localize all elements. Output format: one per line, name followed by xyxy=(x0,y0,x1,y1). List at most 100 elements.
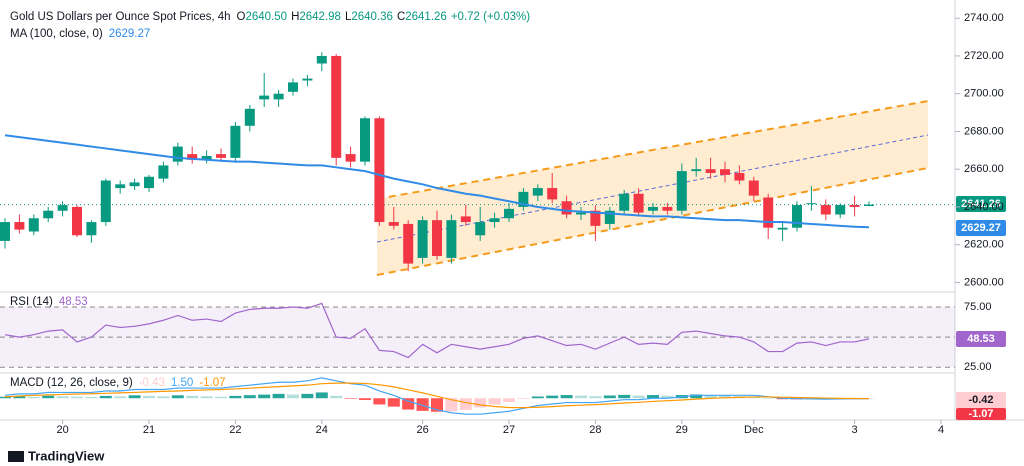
macd-hv: 1.50 xyxy=(171,377,193,389)
candle-body xyxy=(633,193,644,213)
macd-hv: -1.07 xyxy=(199,377,225,389)
candle-body xyxy=(734,172,745,181)
rsi-label: 48.53 xyxy=(967,333,995,345)
candle-body xyxy=(345,154,356,162)
macd-hist xyxy=(704,395,717,399)
x-tick-label: 21 xyxy=(143,424,155,436)
candle-body xyxy=(100,180,111,223)
ma-name: MA (100, close, 0) xyxy=(10,28,103,40)
candle-body xyxy=(273,93,284,100)
x-tick-label: 29 xyxy=(676,424,688,436)
candle-body xyxy=(475,222,486,236)
candle-body xyxy=(331,55,342,158)
candle-body xyxy=(518,191,529,207)
macd-hist xyxy=(690,394,703,399)
logo xyxy=(8,451,24,462)
candle-body xyxy=(748,180,759,196)
candle-body xyxy=(662,206,673,211)
candle-body xyxy=(432,220,442,257)
macd-hist xyxy=(402,398,415,410)
macd-hist xyxy=(762,398,775,399)
candle-body xyxy=(705,169,716,173)
macd-hist xyxy=(229,395,242,399)
candle-body xyxy=(72,206,82,236)
candle-body xyxy=(676,171,687,211)
macd-hist xyxy=(488,398,501,405)
candle-body xyxy=(820,205,831,215)
macd-hist xyxy=(272,393,285,399)
macd-hist xyxy=(719,395,731,399)
y-tick-label: 2720.00 xyxy=(964,50,1004,62)
macd-hist xyxy=(517,398,530,399)
candle-body xyxy=(360,118,370,162)
macd-hist xyxy=(301,393,314,399)
macd-hist xyxy=(503,398,515,402)
ma-price-label: 2629.27 xyxy=(961,222,1001,234)
last-price-label: 2641.26 xyxy=(961,198,1001,210)
candle-body xyxy=(259,95,270,100)
signal-box xyxy=(956,408,1006,420)
candle-body xyxy=(86,222,97,236)
candle-body xyxy=(230,125,241,158)
channel-upper xyxy=(376,100,929,200)
candle-body xyxy=(417,220,428,258)
ohlc-value: 2641.26 xyxy=(405,11,447,23)
y-tick-label: 2620.00 xyxy=(964,239,1004,251)
candle-body xyxy=(460,216,471,223)
rsi-box xyxy=(956,331,1006,347)
candle-body xyxy=(374,118,385,223)
ma-value: 2629.27 xyxy=(109,28,151,40)
x-tick-label: 22 xyxy=(229,424,241,436)
channel-mid xyxy=(376,134,929,243)
macd-hist xyxy=(200,396,213,399)
macd-hist xyxy=(99,395,112,399)
candle-body xyxy=(835,205,846,215)
macd-hist xyxy=(128,395,141,399)
macd-hist xyxy=(373,398,386,405)
plot xyxy=(0,52,955,415)
macd-hist xyxy=(42,395,55,399)
macd-hist xyxy=(13,396,26,399)
candle-body xyxy=(446,220,457,258)
ohlc-key: O xyxy=(237,11,246,23)
rsi-value: 48.53 xyxy=(59,296,88,308)
candle-body xyxy=(619,193,630,211)
macd-box xyxy=(956,392,1006,408)
ohlc-value: 2642.98 xyxy=(299,11,341,23)
header: Gold US Dollars per Ounce Spot Prices, 4… xyxy=(10,11,530,23)
candle-body xyxy=(216,154,226,158)
ohlc: O2640.50 H2642.98 L2640.36 C2641.26 xyxy=(237,11,447,23)
macd-hist xyxy=(387,398,400,407)
ohlc-key: H xyxy=(291,11,299,23)
y-tick-label: 2680.00 xyxy=(964,125,1004,137)
macd-name: MACD (12, 26, close, 9) xyxy=(10,377,133,389)
candle-body xyxy=(57,205,68,211)
brand: TradingView xyxy=(28,448,105,463)
macd-hist xyxy=(215,396,227,399)
candle-body xyxy=(28,218,39,232)
macd-hist xyxy=(416,398,429,411)
rsi-name: RSI (14) xyxy=(10,296,53,308)
candle-body xyxy=(576,212,586,215)
macd-hist xyxy=(661,395,674,399)
macd-hist xyxy=(618,394,631,399)
macd-hist xyxy=(258,394,271,399)
rsi-tick-label: 25.00 xyxy=(964,361,992,373)
candle-body xyxy=(604,210,615,224)
candle-body xyxy=(547,188,558,200)
channel-lower xyxy=(376,167,929,276)
x-tick-label: 28 xyxy=(589,424,601,436)
macd-line xyxy=(4,377,869,415)
candle-body xyxy=(244,108,255,126)
x-tick-label: 26 xyxy=(416,424,428,436)
macd-hist xyxy=(71,396,83,399)
macd-hist xyxy=(603,395,616,399)
ma-line xyxy=(4,134,870,229)
candle-body xyxy=(201,155,212,160)
ohlc-value: 2640.36 xyxy=(351,11,393,23)
y-tick-label: 2600.00 xyxy=(964,276,1004,288)
candle-body xyxy=(144,176,154,189)
candle-body xyxy=(0,222,10,241)
y-tick-label: 2740.00 xyxy=(964,12,1004,24)
ohlc-key: L xyxy=(345,11,352,23)
